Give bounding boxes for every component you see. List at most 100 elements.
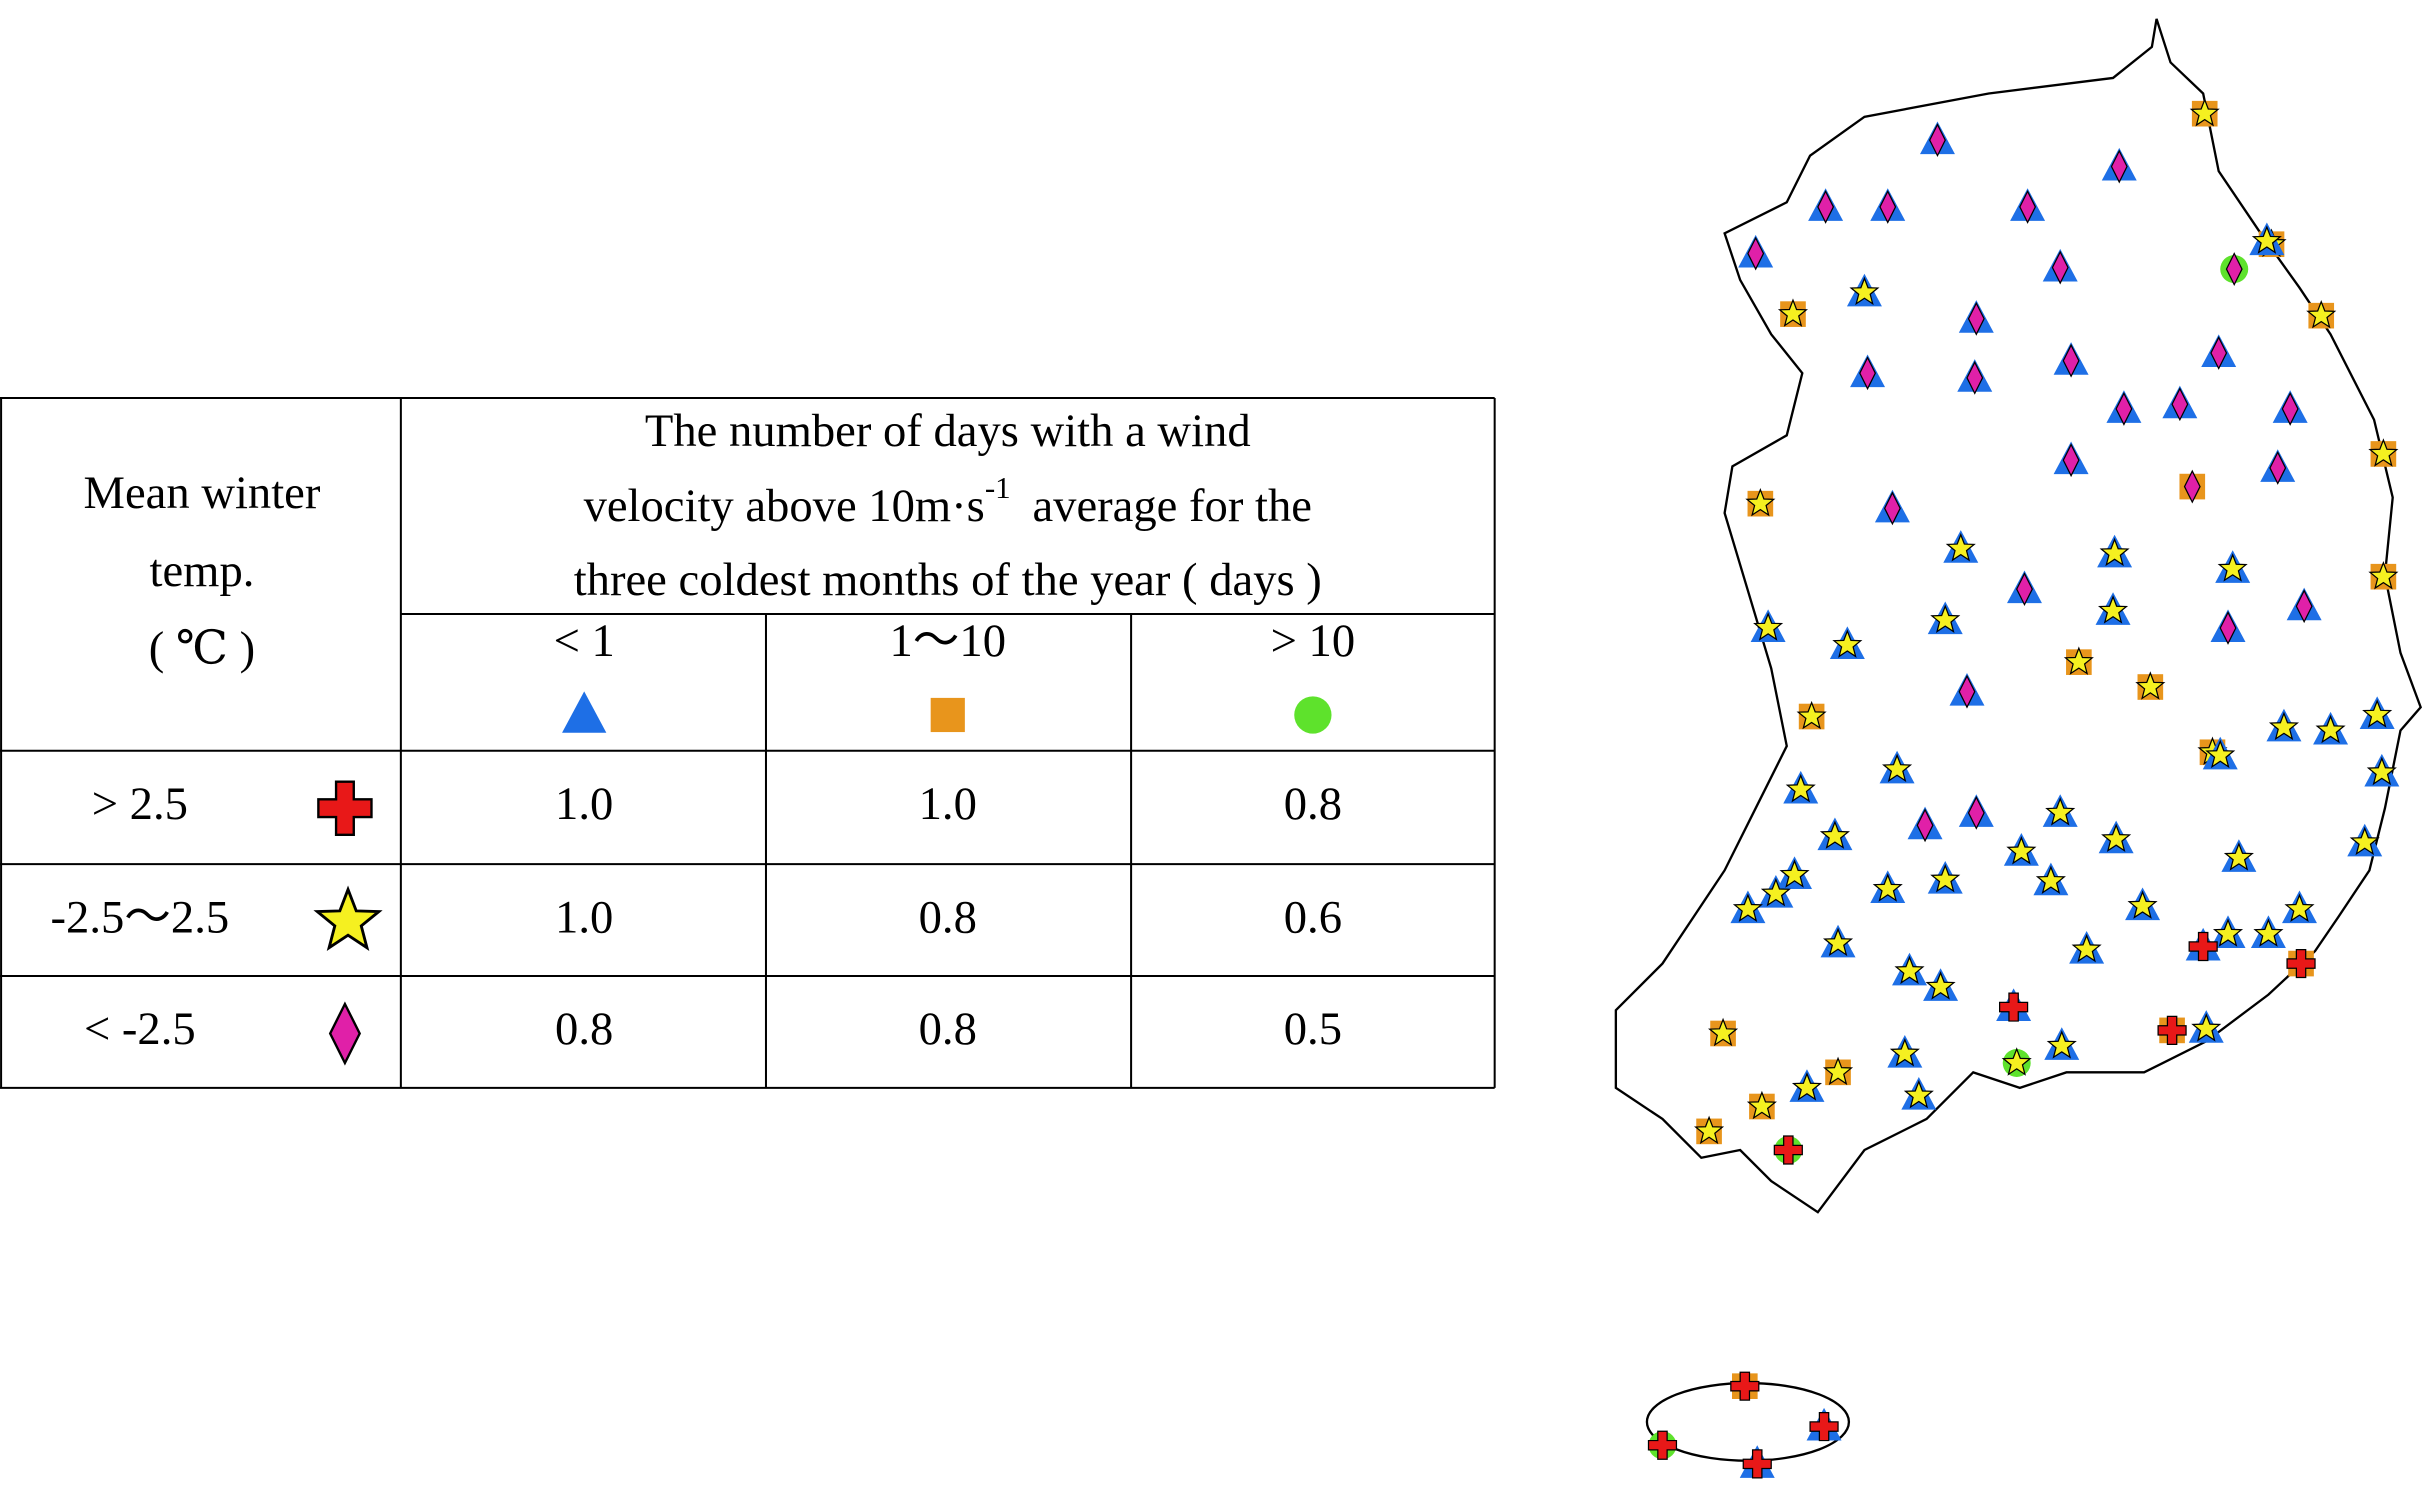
station	[2313, 711, 2349, 745]
station	[2188, 1010, 2224, 1043]
corner-text: temp.	[150, 545, 255, 597]
station	[1777, 856, 1813, 889]
station	[1738, 234, 1774, 270]
station	[2190, 99, 2219, 127]
station	[1806, 1407, 1842, 1442]
corner-text: ( ℃ )	[149, 623, 255, 675]
station	[2201, 334, 2237, 370]
table-cell: 1.0	[555, 778, 613, 830]
station	[2097, 534, 2133, 568]
station	[2125, 887, 2161, 921]
superscript: -1	[985, 470, 1011, 505]
station	[1996, 988, 2032, 1022]
station	[2007, 570, 2042, 606]
station	[2042, 794, 2078, 827]
station	[1879, 750, 1915, 784]
station	[2002, 1048, 2031, 1077]
table-cell: 1.0	[919, 778, 977, 830]
station	[2101, 147, 2137, 183]
station	[2221, 839, 2257, 872]
station	[1778, 299, 1807, 327]
station	[2185, 927, 2221, 962]
station	[2266, 708, 2302, 742]
legend-circle	[1294, 696, 1332, 734]
station	[1957, 359, 1993, 394]
legend-star	[315, 888, 381, 950]
column-header: 1～10	[889, 615, 1006, 667]
table-cell: 0.8	[555, 1003, 613, 1055]
station	[1874, 489, 1910, 525]
header-text: average for the	[1032, 480, 1311, 532]
station	[1747, 1091, 1776, 1120]
station	[1817, 817, 1853, 851]
table-cell: 0.8	[1284, 778, 1342, 830]
station	[1887, 1035, 1923, 1068]
station	[1709, 1018, 1738, 1047]
station	[2307, 301, 2336, 329]
station	[2359, 696, 2395, 729]
station	[2179, 470, 2206, 503]
station	[1773, 1135, 1803, 1165]
corner-text: Mean winter	[84, 467, 321, 519]
legend-triangle	[562, 691, 607, 733]
table-cell: 0.5	[1284, 1003, 1342, 1055]
legend-square	[930, 697, 965, 733]
station	[2272, 390, 2308, 426]
legend-plus	[317, 780, 373, 836]
station	[2369, 562, 2398, 590]
station	[2210, 609, 2246, 645]
station	[1927, 861, 1963, 894]
station	[2095, 592, 2131, 625]
station	[1943, 530, 1979, 563]
station	[1850, 354, 1886, 390]
station	[1808, 188, 1844, 224]
station	[2162, 385, 2198, 421]
station	[1870, 188, 1906, 224]
station	[2003, 833, 2039, 866]
table-grid	[0, 397, 1496, 1089]
coastline	[1614, 18, 2423, 1214]
header-text: velocity above 10m·s-1 average for the	[584, 470, 1312, 531]
station	[2157, 1015, 2187, 1045]
station	[2286, 587, 2322, 623]
station	[2053, 342, 2089, 377]
table-cell: 0.8	[919, 1003, 977, 1055]
station	[1923, 968, 1959, 1001]
station	[2010, 188, 2046, 224]
station	[1927, 601, 1963, 635]
station	[1919, 121, 1955, 157]
station	[2033, 862, 2069, 896]
station	[2064, 647, 2093, 675]
station	[1739, 1445, 1775, 1479]
station	[1958, 794, 1994, 830]
station	[2044, 1027, 2080, 1060]
header-text: The number of days with a wind	[645, 405, 1251, 457]
map	[1614, 18, 2423, 1479]
table-cell: 0.6	[1284, 891, 1342, 943]
station	[1797, 701, 1826, 730]
station	[2286, 948, 2316, 979]
station	[2069, 930, 2105, 964]
station	[1829, 626, 1865, 660]
station	[2098, 820, 2134, 854]
station	[1870, 870, 1906, 903]
row-label: -2.5～2.5	[51, 891, 230, 943]
header-text: velocity above 10m·s	[584, 480, 985, 532]
station	[2220, 252, 2249, 286]
header-text: three coldest months of the year ( days …	[574, 554, 1322, 606]
column-header: > 10	[1271, 615, 1356, 667]
column-header: < 1	[554, 615, 615, 667]
station	[2042, 248, 2078, 284]
station	[1846, 273, 1882, 307]
station	[2106, 390, 2142, 426]
station	[1783, 770, 1819, 804]
station	[2215, 550, 2251, 583]
station	[1949, 673, 1985, 708]
station	[2136, 672, 2165, 700]
station	[2260, 449, 2296, 485]
station	[1907, 806, 1943, 842]
station	[1824, 1057, 1853, 1086]
station	[2282, 890, 2317, 924]
station	[1746, 489, 1775, 517]
table-cell: 0.8	[919, 891, 977, 943]
